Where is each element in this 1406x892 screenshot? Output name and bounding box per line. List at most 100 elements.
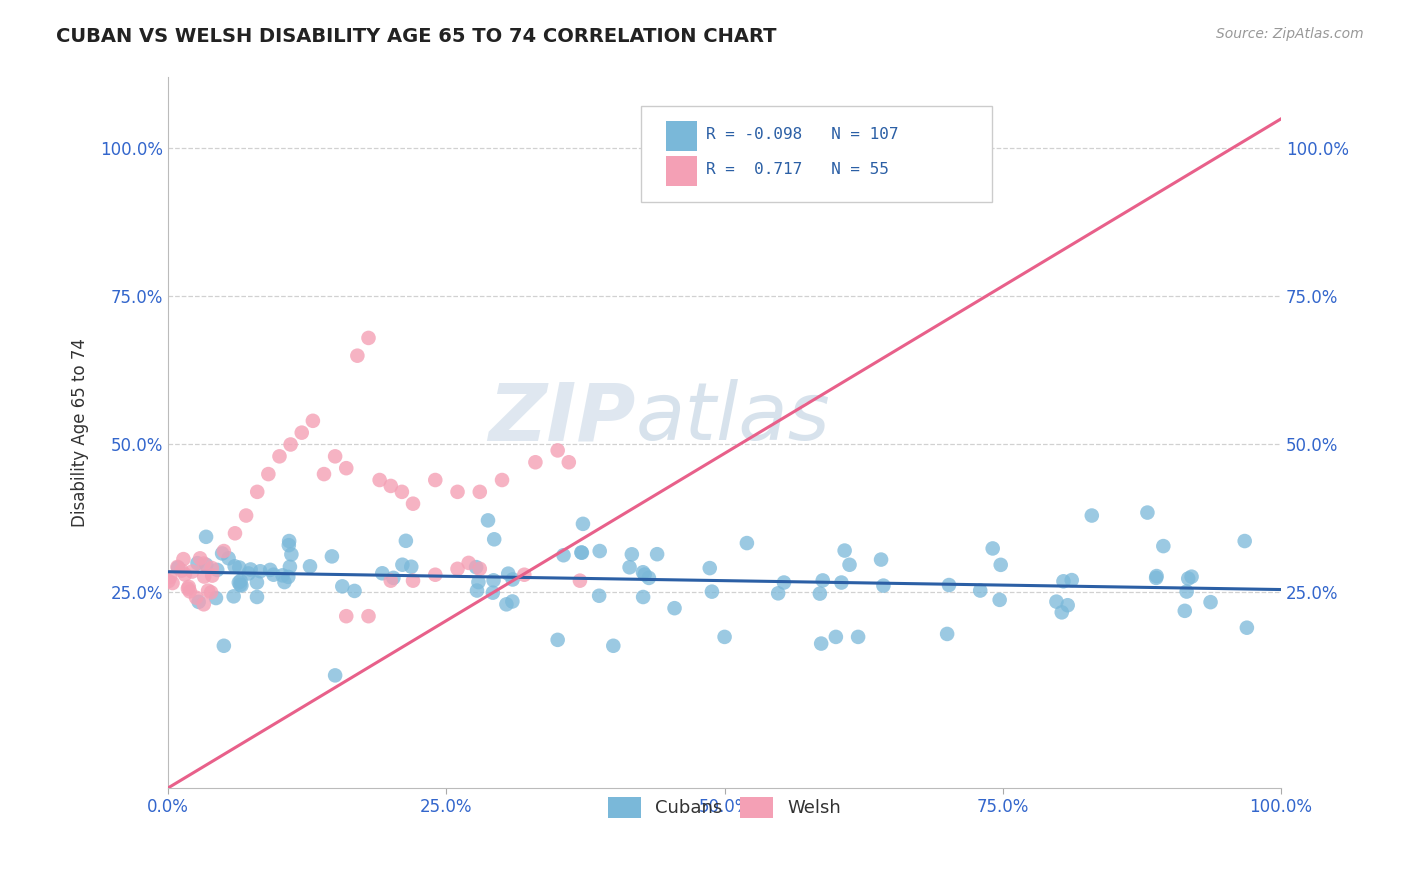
Point	[468, 562, 491, 576]
Point	[271, 568, 294, 582]
Point	[824, 630, 846, 644]
Point	[382, 571, 405, 585]
Point	[186, 556, 208, 570]
Point	[846, 630, 869, 644]
Point	[222, 590, 245, 604]
Point	[602, 639, 624, 653]
Text: R = -0.098   N = 107: R = -0.098 N = 107	[706, 127, 898, 142]
Point	[249, 564, 271, 578]
Point	[167, 560, 190, 574]
Point	[402, 497, 425, 511]
Point	[224, 559, 246, 574]
Point	[246, 575, 269, 590]
Point	[177, 580, 200, 594]
Point	[1236, 621, 1258, 635]
Text: atlas: atlas	[636, 379, 831, 458]
Point	[1081, 508, 1104, 523]
Point	[465, 560, 488, 574]
Y-axis label: Disability Age 65 to 74: Disability Age 65 to 74	[72, 338, 89, 527]
Point	[207, 563, 229, 577]
Point	[371, 566, 394, 581]
Point	[553, 548, 575, 562]
Point	[838, 558, 860, 572]
Legend: Cubans, Welsh: Cubans, Welsh	[600, 789, 848, 825]
Point	[401, 559, 423, 574]
Point	[513, 567, 536, 582]
Point	[1060, 573, 1083, 587]
Point	[1050, 605, 1073, 619]
Point	[811, 574, 834, 588]
Point	[195, 558, 218, 572]
Point	[1146, 569, 1168, 583]
Point	[713, 630, 735, 644]
Point	[246, 484, 269, 499]
Point	[188, 551, 211, 566]
Point	[278, 559, 301, 574]
Text: R =  0.717   N = 55: R = 0.717 N = 55	[706, 162, 889, 178]
Text: CUBAN VS WELSH DISABILITY AGE 65 TO 74 CORRELATION CHART: CUBAN VS WELSH DISABILITY AGE 65 TO 74 C…	[56, 27, 776, 45]
Point	[157, 574, 180, 588]
Point	[990, 558, 1012, 572]
FancyBboxPatch shape	[665, 156, 697, 186]
Point	[181, 565, 204, 579]
Point	[200, 585, 222, 599]
Point	[259, 563, 281, 577]
Point	[239, 562, 262, 576]
Point	[1199, 595, 1222, 609]
Point	[872, 579, 894, 593]
Point	[547, 632, 569, 647]
Point	[174, 567, 197, 582]
Point	[211, 546, 233, 560]
Point	[1052, 574, 1074, 589]
Point	[558, 455, 581, 469]
Point	[263, 567, 285, 582]
Point	[162, 576, 184, 591]
Point	[335, 461, 357, 475]
Point	[631, 566, 654, 580]
Point	[170, 564, 193, 578]
Point	[235, 508, 257, 523]
Point	[834, 543, 856, 558]
Point	[634, 567, 657, 582]
Point	[1175, 584, 1198, 599]
Point	[589, 544, 612, 558]
Point	[205, 591, 228, 605]
Point	[1152, 539, 1174, 553]
Point	[357, 609, 380, 624]
Point	[323, 450, 346, 464]
Point	[229, 574, 252, 588]
Point	[302, 414, 325, 428]
Point	[870, 552, 893, 566]
Point	[700, 584, 723, 599]
Point	[278, 534, 301, 549]
Point	[571, 546, 593, 560]
Point	[1056, 599, 1078, 613]
Point	[273, 575, 295, 590]
Point	[197, 583, 219, 598]
Point	[228, 575, 250, 590]
Point	[246, 590, 269, 604]
Point	[969, 583, 991, 598]
Point	[477, 513, 499, 527]
Point	[808, 586, 831, 600]
Point	[502, 573, 524, 587]
Point	[184, 591, 207, 605]
Point	[1180, 569, 1202, 583]
Point	[465, 583, 488, 598]
Point	[638, 571, 661, 585]
Point	[298, 559, 321, 574]
Point	[368, 473, 391, 487]
Point	[482, 585, 505, 599]
Point	[830, 575, 852, 590]
Point	[402, 574, 425, 588]
Point	[224, 526, 246, 541]
Point	[269, 450, 291, 464]
Point	[218, 551, 240, 566]
Point	[193, 557, 215, 571]
Point	[467, 575, 489, 590]
Point	[425, 567, 447, 582]
Point	[496, 566, 519, 581]
Point	[166, 560, 188, 574]
Point	[159, 570, 181, 584]
Point	[495, 598, 517, 612]
